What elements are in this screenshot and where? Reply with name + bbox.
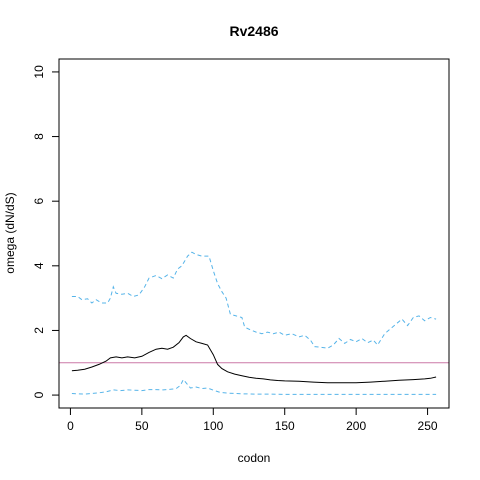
plot-area [59, 251, 449, 395]
x-axis-title: codon [238, 451, 271, 465]
plot-frame [58, 58, 450, 409]
x-tick-label: 200 [346, 419, 366, 433]
chart-title: Rv2486 [229, 23, 278, 39]
x-tick-label: 100 [203, 419, 223, 433]
x-tick-label: 0 [67, 419, 74, 433]
y-tick-label: 10 [32, 65, 46, 79]
upper-series-line [71, 251, 437, 349]
mean-series-line [71, 334, 437, 384]
lower-series-line [71, 378, 437, 395]
y-tick-label: 4 [32, 262, 46, 269]
y-tick-label: 6 [32, 198, 46, 205]
y-tick-label: 2 [32, 327, 46, 334]
y-tick-label: 0 [32, 391, 46, 398]
x-tick-label: 250 [418, 419, 438, 433]
y-tick-label: 8 [32, 133, 46, 140]
x-tick-label: 150 [275, 419, 295, 433]
x-tick-label: 50 [135, 419, 149, 433]
y-axis-title: omega (dN/dS) [3, 192, 17, 273]
